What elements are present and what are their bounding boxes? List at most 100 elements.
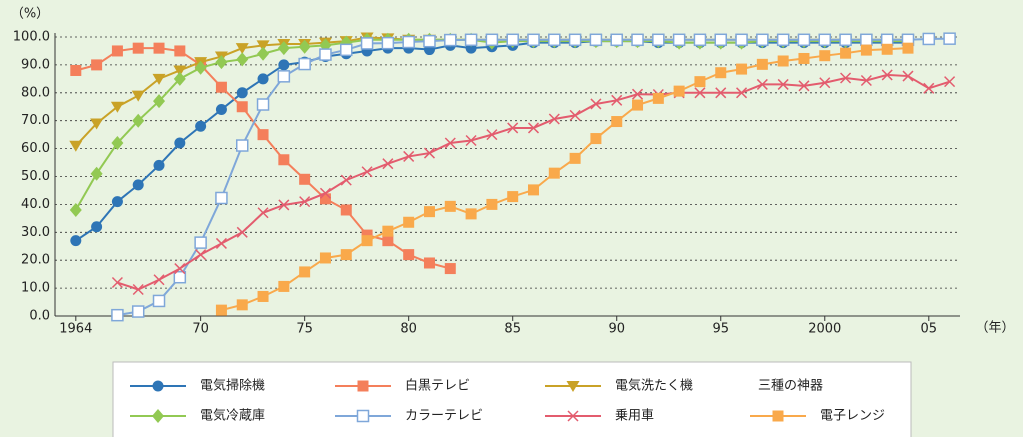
point	[235, 139, 249, 152]
point	[506, 33, 519, 47]
point	[91, 59, 103, 71]
point	[236, 52, 249, 67]
point	[257, 207, 269, 219]
point	[403, 249, 415, 261]
point	[319, 48, 332, 61]
point	[340, 249, 352, 261]
x-tick-label: 75	[296, 322, 313, 337]
point	[195, 120, 207, 132]
point	[465, 208, 477, 220]
legend-heading: 三種の神器	[758, 378, 823, 394]
point	[444, 33, 457, 47]
point	[278, 59, 290, 71]
y-tick-label: 0.0	[29, 309, 50, 324]
legend-box	[112, 361, 912, 437]
point	[860, 74, 872, 87]
point	[132, 113, 145, 128]
x-tick-label: 1964	[59, 322, 92, 337]
point	[507, 191, 519, 203]
point	[568, 33, 582, 47]
point	[236, 299, 248, 311]
x-axis-label: （年）	[975, 321, 1014, 336]
point	[694, 76, 706, 88]
point	[195, 249, 207, 261]
point	[215, 55, 228, 70]
point	[548, 33, 561, 47]
point	[923, 82, 935, 94]
x-tick-label: 70	[192, 322, 209, 337]
point	[153, 159, 165, 171]
point	[756, 58, 768, 70]
point	[111, 45, 123, 57]
point	[173, 270, 187, 284]
point	[423, 34, 436, 48]
point	[131, 90, 145, 102]
point	[880, 33, 894, 47]
point	[194, 60, 207, 75]
point	[881, 69, 893, 81]
point	[922, 32, 936, 46]
point	[818, 33, 832, 47]
point	[403, 150, 415, 162]
point	[236, 101, 248, 113]
point	[340, 204, 352, 216]
point	[840, 72, 852, 84]
y-tick-label: 70.0	[21, 113, 50, 128]
point	[943, 32, 956, 45]
point	[382, 158, 394, 170]
point	[715, 87, 727, 99]
point	[319, 252, 331, 264]
point	[153, 42, 165, 54]
point	[381, 36, 395, 50]
legend-marker	[356, 409, 370, 423]
point	[256, 40, 270, 52]
legend-label: 白黒テレビ	[405, 378, 470, 394]
legend-marker	[772, 410, 784, 422]
point	[111, 136, 124, 151]
point	[902, 42, 914, 54]
point	[944, 76, 956, 88]
y-tick-label: 10.0	[21, 281, 50, 296]
point	[611, 116, 623, 128]
point	[132, 42, 144, 54]
point	[215, 81, 227, 93]
point	[319, 187, 331, 199]
point	[340, 43, 353, 57]
point	[215, 304, 227, 316]
point	[111, 308, 124, 322]
point	[819, 50, 831, 62]
y-tick-label: 60.0	[21, 141, 50, 156]
point	[423, 257, 435, 269]
point	[673, 85, 685, 97]
point	[611, 94, 623, 106]
point	[215, 237, 227, 249]
legend-label: 電気冷蔵庫	[200, 408, 265, 424]
point	[257, 46, 270, 61]
legend-label: 電子レンジ	[820, 409, 885, 424]
point	[91, 221, 103, 233]
point	[236, 87, 248, 99]
legend-label: カラーテレビ	[405, 409, 483, 424]
y-tick-label: 80.0	[21, 85, 50, 100]
point	[694, 87, 706, 99]
y-tick-label: 100.0	[13, 30, 50, 45]
point	[277, 41, 290, 56]
point	[111, 276, 123, 289]
point	[361, 166, 373, 178]
point	[152, 73, 166, 85]
point	[486, 198, 498, 210]
point	[299, 173, 311, 185]
point	[174, 137, 186, 149]
point	[798, 52, 810, 64]
point	[507, 122, 519, 134]
point	[860, 33, 873, 47]
point	[756, 78, 768, 90]
point	[194, 236, 207, 249]
point	[70, 235, 82, 247]
point	[486, 129, 498, 141]
point	[548, 113, 560, 125]
point	[174, 263, 186, 275]
point	[485, 33, 499, 47]
legend-marker	[357, 380, 369, 392]
